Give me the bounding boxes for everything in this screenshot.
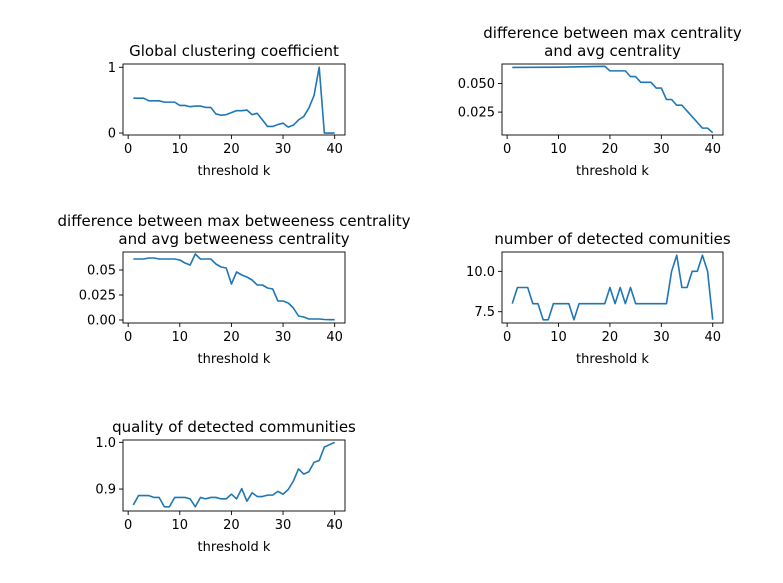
chart-title: quality of detected communities — [112, 418, 356, 436]
x-axis-label: threshold k — [576, 164, 649, 179]
x-tick-label: 20 — [602, 142, 619, 157]
x-tick-label: 10 — [550, 330, 567, 345]
x-tick-label: 0 — [124, 142, 132, 157]
y-tick-label: 0 — [108, 127, 116, 142]
x-tick-label: 20 — [223, 330, 240, 345]
x-tick-label: 0 — [124, 518, 132, 533]
x-tick-label: 0 — [503, 142, 511, 157]
x-axis-label: threshold k — [198, 164, 271, 179]
x-axis-label: threshold k — [576, 352, 649, 367]
y-tick-label: 1 — [108, 61, 116, 76]
x-tick-label: 40 — [326, 142, 343, 157]
y-tick-label: 0.025 — [79, 289, 116, 304]
x-tick-label: 30 — [275, 518, 292, 533]
chart-title: Global clustering coefficient — [129, 42, 339, 60]
x-tick-label: 30 — [653, 142, 670, 157]
x-tick-label: 10 — [550, 142, 567, 157]
series-line-1 — [512, 65, 714, 134]
chart-title: and avg betweeness centrality — [118, 230, 349, 248]
y-tick-label: 0.050 — [458, 77, 495, 92]
subplot-1: 0 10 20 30 40 0 1 threshold k Global clustering … — [108, 42, 346, 179]
x-tick-label: 0 — [124, 330, 132, 345]
chart-title: and avg centrality — [544, 42, 681, 60]
series-line-1 — [132, 441, 335, 508]
axes-frame — [122, 251, 346, 324]
subplot-2: 0 10 20 30 40 0.025 0.050 threshold k difference… — [458, 24, 742, 179]
axes-frame — [501, 63, 724, 136]
x-tick-label: 40 — [326, 330, 343, 345]
x-tick-label: 20 — [223, 518, 240, 533]
x-tick-label: 20 — [223, 142, 240, 157]
axes-frame — [501, 251, 724, 324]
x-tick-label: 30 — [275, 142, 292, 157]
y-tick-label: 0.9 — [95, 483, 116, 498]
x-tick-label: 0 — [503, 330, 511, 345]
x-tick-label: 30 — [653, 330, 670, 345]
series-line-1 — [133, 66, 335, 134]
x-tick-label: 10 — [172, 330, 189, 345]
chart-title: difference between max centrality — [483, 24, 742, 42]
subplot-4: 0 10 20 30 40 7.5 10.0 threshold k number of det… — [466, 230, 731, 367]
axes-frame — [122, 63, 346, 136]
x-axis-label: threshold k — [198, 540, 271, 555]
x-tick-label: 10 — [172, 518, 189, 533]
chart-title: difference between max betweeness centra… — [58, 212, 411, 230]
x-tick-label: 40 — [704, 330, 721, 345]
x-axis-label: threshold k — [198, 352, 271, 367]
x-tick-label: 10 — [172, 142, 189, 157]
x-tick-label: 40 — [326, 518, 343, 533]
y-tick-label: 0.05 — [87, 264, 116, 279]
subplot-3: 0 10 20 30 40 0.00 0.025 0.05 threshold k differe… — [58, 212, 411, 367]
y-tick-label: 0.025 — [458, 106, 495, 121]
y-tick-label: 1.0 — [95, 436, 116, 451]
x-tick-label: 40 — [704, 142, 721, 157]
subplot-5: 0 10 20 30 40 0.9 1.0 threshold k quality of det… — [95, 418, 356, 555]
series-line-1 — [511, 254, 714, 321]
axes-frame — [122, 439, 346, 512]
y-tick-label: 0.00 — [87, 314, 116, 329]
y-tick-label: 7.5 — [474, 305, 495, 320]
x-tick-label: 30 — [275, 330, 292, 345]
y-tick-label: 10.0 — [466, 265, 495, 280]
x-tick-label: 20 — [602, 330, 619, 345]
series-line-1 — [133, 253, 335, 321]
chart-title: number of detected comunities — [494, 230, 731, 248]
